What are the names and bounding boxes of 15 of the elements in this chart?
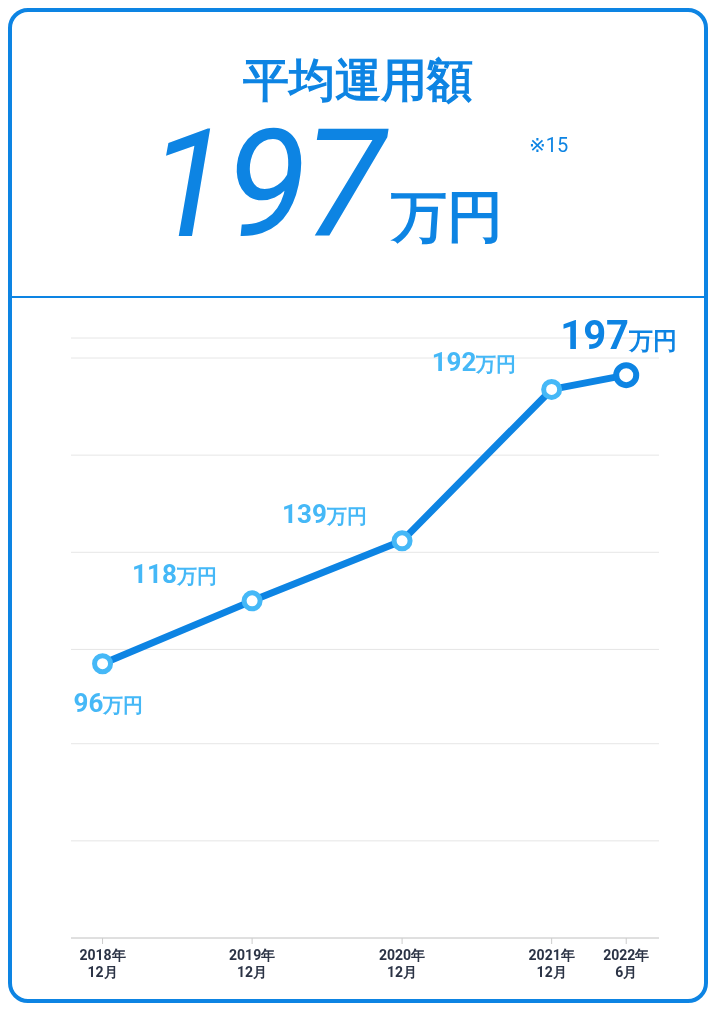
point (391, 530, 413, 552)
x-tick-label: 2021年 12月 (528, 947, 575, 980)
data-label: 197万円 (560, 312, 678, 360)
point (241, 590, 263, 612)
point (541, 378, 563, 400)
x-tick-label: 2018年 12月 (79, 947, 126, 980)
x-tick-label: 2020年 12月 (379, 947, 426, 980)
data-label: 96万円 (73, 687, 144, 718)
text: ※15 (528, 133, 569, 157)
data-label: 139万円 (282, 498, 367, 529)
point (92, 653, 114, 675)
x-tick-label: 2022年 6月 (603, 947, 650, 980)
x-tick-label: 2019年 12月 (229, 947, 276, 980)
data-label: 192万円 (431, 347, 517, 378)
data-label: 118万円 (132, 558, 217, 589)
